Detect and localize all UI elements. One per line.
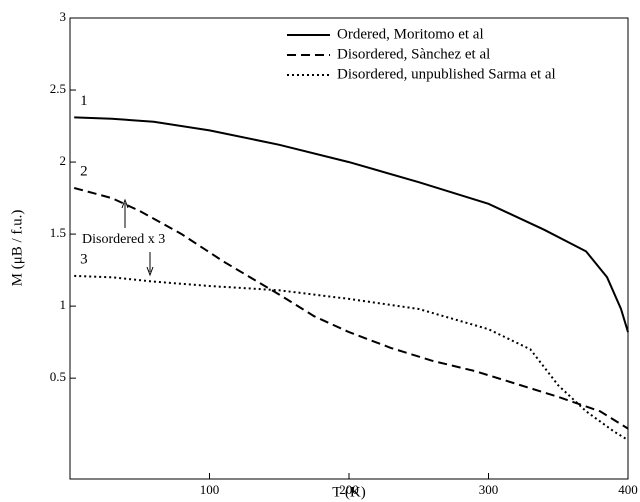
line — [73, 187, 629, 430]
legend-label: Ordered, Moritomo et al — [337, 26, 484, 42]
line — [74, 274, 629, 441]
curve-label: 1 — [80, 93, 88, 109]
y-tick-label: 1.5 — [50, 225, 66, 240]
y-tick-label: 2.5 — [50, 81, 66, 96]
curve-label: 3 — [80, 251, 88, 267]
line — [74, 116, 629, 333]
x-axis-label: T (K) — [332, 484, 365, 500]
x-tick-label: 300 — [479, 482, 499, 497]
x-tick-label: 100 — [200, 482, 220, 497]
annotation-arrow — [146, 266, 154, 277]
x-tick-label: 200 — [339, 482, 359, 497]
y-axis-label: M (μB / f.u.) — [9, 210, 25, 287]
y-tick-label: 0.5 — [50, 369, 66, 384]
y-tick-label: 3 — [60, 9, 67, 24]
legend-label: Disordered, unpublished Sarma et al — [337, 66, 556, 82]
y-tick-label: 1 — [60, 297, 67, 312]
legend-label: Disordered, Sànchez et al — [337, 46, 490, 62]
x-tick-label: 400 — [618, 482, 638, 497]
y-tick-label: 2 — [60, 153, 67, 168]
plot-frame — [69, 17, 629, 480]
curve-label: 2 — [80, 163, 88, 179]
annotation: Disordered x 3 — [82, 232, 165, 247]
annotation-arrow — [121, 198, 129, 209]
